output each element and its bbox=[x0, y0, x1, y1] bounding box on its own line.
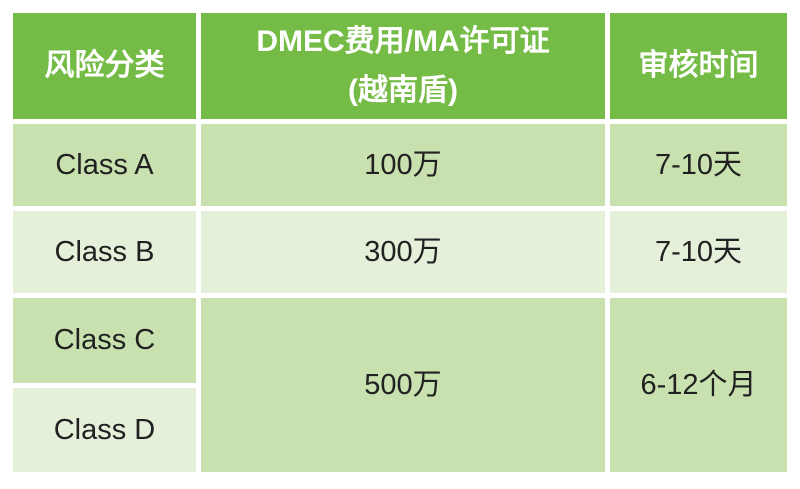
cell-class-cd-fee: 500万 bbox=[201, 298, 605, 472]
cell-class-cd-time: 6-12个月 bbox=[610, 298, 787, 472]
fee-table: 风险分类 DMEC费用/MA许可证 (越南盾) 审核时间 Class A 100… bbox=[13, 13, 787, 472]
cell-class-c-label: Class C bbox=[13, 298, 196, 383]
cell-class-a-time: 7-10天 bbox=[610, 124, 787, 206]
cell-class-b-label: Class B bbox=[13, 211, 196, 293]
header-fee-line2: (越南盾) bbox=[348, 74, 458, 107]
cell-class-a-label: Class A bbox=[13, 124, 196, 206]
header-cell-fee: DMEC费用/MA许可证 (越南盾) bbox=[201, 13, 605, 119]
header-fee-line1: DMEC费用/MA许可证 bbox=[256, 24, 550, 58]
cell-class-d-label: Class D bbox=[13, 388, 196, 472]
cell-class-a-fee: 100万 bbox=[201, 124, 605, 206]
header-cell-risk-class: 风险分类 bbox=[13, 13, 196, 119]
cell-class-b-fee: 300万 bbox=[201, 211, 605, 293]
header-cell-review-time: 审核时间 bbox=[610, 13, 787, 119]
cell-class-b-time: 7-10天 bbox=[610, 211, 787, 293]
